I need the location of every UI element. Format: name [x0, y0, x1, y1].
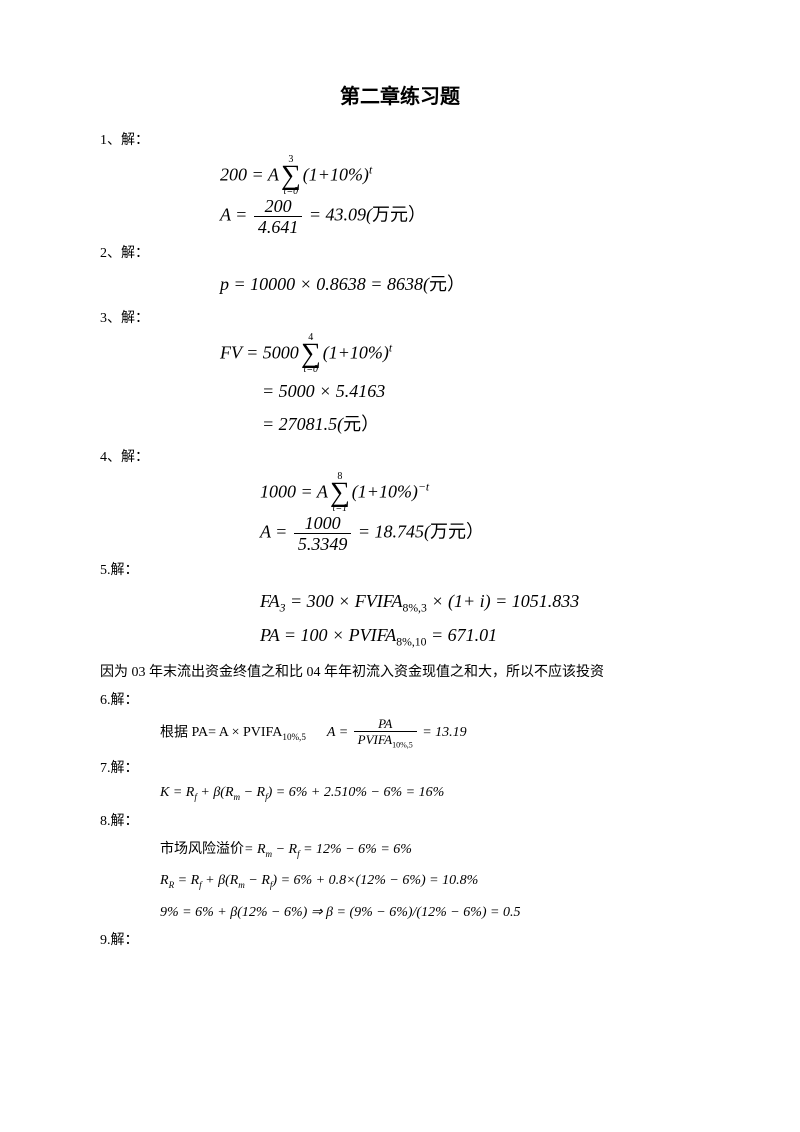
eq-5b-post: = 671.01 — [427, 625, 498, 645]
eq-5a-mid: = 300 × FVIFA — [286, 591, 403, 611]
sum-icon: 3∑t=0 — [281, 155, 301, 197]
eq-3c-text: = 27081.5( — [262, 414, 343, 434]
eq-3a-exp: t — [389, 341, 392, 354]
problem-9-label: 9.解： — [100, 933, 139, 948]
eq-1a-rhs: (1+10%) — [303, 164, 369, 184]
problem-9: 9.解： — [100, 929, 700, 949]
eq-2-close: ） — [447, 274, 465, 294]
eq-3a-rhs: (1+10%) — [323, 342, 389, 362]
problem-6: 6.解： — [100, 689, 700, 709]
eq-3b: = 5000 × 5.4163 — [262, 375, 700, 407]
eq-3c-close: ） — [361, 414, 379, 434]
eq-1b: A = 2004.641 = 43.09(万元） — [220, 197, 700, 236]
problem-2: 2、解： — [100, 242, 700, 262]
problem-4-label: 4、解： — [100, 450, 149, 465]
sum-icon: 4∑t=0 — [301, 333, 321, 375]
eq-3c-unit: 元 — [343, 414, 361, 434]
eq-8c: 9% = 6% + β(12% − 6%) ⇒ β = (9% − 6%)/(1… — [160, 904, 700, 921]
eq-1b-unit: 万元 — [372, 205, 408, 225]
eq-3b-text: = 5000 × 5.4163 — [262, 381, 385, 401]
eq-1b-close: ） — [408, 205, 426, 225]
sum-icon: 8∑t=1 — [330, 472, 350, 514]
page-title: 第二章练习题 — [100, 80, 700, 109]
eq-5a-sub2: 8%,3 — [402, 602, 426, 615]
eq-2-text: p = 10000 × 0.8638 = 8638( — [220, 274, 429, 294]
problem-5-label: 5.解： — [100, 563, 139, 578]
problem-3: 3、解： — [100, 307, 700, 327]
eq-4b: A = 10005.3349 = 18.745(万元） — [260, 514, 700, 553]
problem-1-label: 1、解： — [100, 133, 149, 148]
frac-icon: 2004.641 — [254, 197, 303, 236]
problem-7-label: 7.解： — [100, 761, 139, 776]
eq-1a-exp: t — [369, 163, 372, 176]
problem-8: 8.解： — [100, 810, 700, 830]
eq-2-unit: 元 — [429, 274, 447, 294]
eq-2: p = 10000 × 0.8638 = 8638(元） — [220, 268, 700, 300]
eq-4b-close: ） — [466, 522, 484, 542]
problem-6-label: 6.解： — [100, 693, 139, 708]
problem-2-label: 2、解： — [100, 246, 149, 261]
eq-5a-post: × (1+ i) = 1051.833 — [427, 591, 579, 611]
problem-4: 4、解： — [100, 446, 700, 466]
eq-4b-pre: A = — [260, 522, 292, 542]
eq-5b-pre: PA = 100 × PVIFA — [260, 625, 396, 645]
eq-4a-exp: −t — [418, 480, 429, 493]
eq-1a-lhs: 200 = A — [220, 164, 279, 184]
problem-7: 7.解： — [100, 757, 700, 777]
problem-3-label: 3、解： — [100, 311, 149, 326]
problem-5-text: 因为 03 年末流出资金终值之和比 04 年年初流入资金现值之和大，所以不应该投… — [100, 661, 700, 681]
eq-4a: 1000 = A8∑t=1(1+10%)−t — [260, 472, 700, 514]
eq-4b-unit: 万元 — [430, 522, 466, 542]
eq-5b: PA = 100 × PVIFA8%,10 = 671.01 — [260, 619, 700, 653]
eq-6b: A = PAPVIFA10%,5 = 13.19 — [327, 725, 467, 740]
eq-6: 根据 PA= A × PVIFA10%,5 A = PAPVIFA10%,5 =… — [160, 717, 700, 750]
eq-6a: PA= A × PVIFA10%,5 — [192, 725, 306, 740]
eq-3c: = 27081.5(元） — [262, 408, 700, 440]
problem-5: 5.解： — [100, 559, 700, 579]
eq-1b-pre: A = — [220, 205, 252, 225]
eq-3a: FV = 50004∑t=0(1+10%)t — [220, 333, 700, 375]
eq-8a-label: 市场风险溢价 — [160, 842, 244, 857]
eq-5a-pre: FA — [260, 591, 280, 611]
eq-1a: 200 = A3∑t=0(1+10%)t — [220, 155, 700, 197]
eq-7: K = Rf + β(Rm − Rf) = 6% + 2.510% − 6% =… — [160, 785, 700, 802]
eq-8b: RR = Rf + β(Rm − Rf) = 6% + 0.8×(12% − 6… — [160, 873, 700, 890]
eq-1b-post: = 43.09( — [304, 205, 372, 225]
eq-4a-rhs: (1+10%) — [352, 481, 418, 501]
problem-1: 1、解： — [100, 129, 700, 149]
eq-5a: FA3 = 300 × FVIFA8%,3 × (1+ i) = 1051.83… — [260, 585, 700, 619]
eq-6-pre: 根据 — [160, 725, 192, 740]
problem-8-label: 8.解： — [100, 814, 139, 829]
eq-3a-lhs: FV = 5000 — [220, 342, 299, 362]
eq-4b-post: = 18.745( — [353, 522, 430, 542]
eq-4a-lhs: 1000 = A — [260, 481, 328, 501]
eq-5b-sub: 8%,10 — [396, 636, 426, 649]
eq-8a: 市场风险溢价= Rm − Rf = 12% − 6% = 6% — [160, 838, 700, 859]
frac-icon: 10005.3349 — [294, 514, 352, 553]
